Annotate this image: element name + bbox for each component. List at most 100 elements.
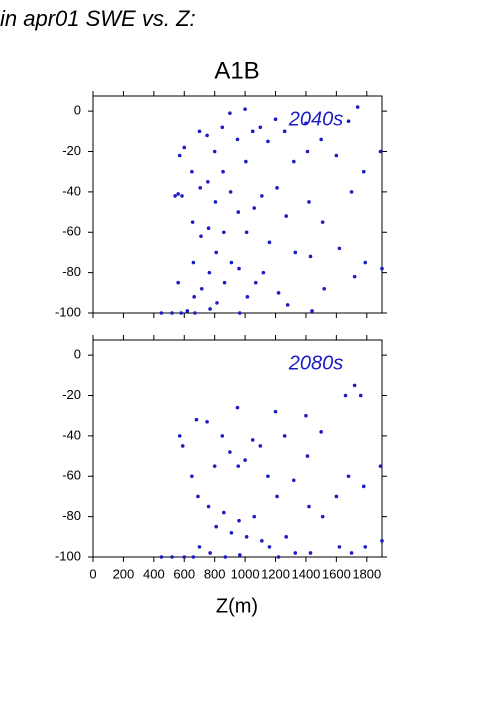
- point: [229, 530, 234, 535]
- point: [173, 194, 177, 198]
- point: [378, 464, 383, 468]
- point: [282, 129, 287, 134]
- point: [212, 464, 217, 468]
- x-tick-label: 200: [113, 566, 135, 581]
- y-tick-label: -20: [62, 387, 81, 402]
- x-tick-label: 0: [89, 566, 96, 581]
- point: [346, 119, 351, 124]
- x-tick-label: 1200: [261, 566, 290, 581]
- point: [228, 450, 232, 454]
- y-tick-label: -20: [62, 143, 81, 158]
- point: [205, 419, 209, 424]
- point: [358, 393, 363, 398]
- point: [237, 266, 241, 271]
- point: [236, 210, 241, 214]
- point: [222, 280, 227, 285]
- point: [159, 311, 164, 315]
- point: [304, 121, 308, 126]
- point: [284, 214, 288, 218]
- point: [293, 250, 298, 255]
- point: [199, 234, 203, 239]
- point: [363, 545, 368, 549]
- point: [245, 295, 250, 299]
- point: [222, 510, 226, 515]
- y-tick-label: -60: [62, 468, 81, 483]
- point: [170, 311, 174, 315]
- point: [182, 555, 187, 559]
- point: [252, 206, 257, 210]
- point: [261, 270, 266, 275]
- point: [291, 478, 296, 483]
- point: [215, 301, 219, 305]
- point: [237, 518, 241, 523]
- point: [378, 149, 383, 154]
- point: [349, 551, 354, 555]
- x-tick-label: 800: [204, 566, 226, 581]
- point: [285, 303, 290, 307]
- point: [267, 545, 272, 549]
- y-tick-label: -80: [62, 264, 81, 279]
- point: [307, 200, 311, 204]
- point: [206, 226, 211, 231]
- point: [352, 383, 357, 388]
- point: [179, 311, 184, 315]
- point: [260, 539, 264, 543]
- point: [244, 159, 248, 164]
- point: [260, 194, 264, 198]
- point: [208, 551, 212, 555]
- point: [363, 260, 368, 265]
- point: [319, 430, 323, 434]
- point: [193, 311, 197, 315]
- point: [334, 153, 339, 158]
- point: [361, 484, 366, 489]
- point: [276, 291, 281, 295]
- point: [185, 309, 190, 313]
- point: [182, 145, 187, 150]
- point: [361, 169, 366, 174]
- point: [190, 220, 195, 224]
- x-tick-label: 1800: [352, 566, 381, 581]
- point: [250, 129, 255, 134]
- point: [212, 149, 217, 154]
- point: [177, 434, 182, 438]
- x-axis-label: Z(m): [216, 595, 258, 617]
- point: [223, 555, 228, 559]
- point: [228, 111, 232, 115]
- y-tick-label: 0: [74, 103, 81, 118]
- point: [346, 474, 351, 479]
- point: [214, 250, 219, 255]
- y-tick-label: -100: [55, 304, 81, 319]
- point: [305, 149, 310, 154]
- y-tick-label: -80: [62, 508, 81, 523]
- point: [258, 444, 263, 448]
- point: [282, 434, 287, 438]
- point: [284, 535, 288, 539]
- point: [307, 504, 311, 509]
- point: [243, 458, 247, 462]
- x-tick-label: 400: [143, 566, 165, 581]
- point: [252, 514, 257, 519]
- point: [196, 494, 200, 499]
- point: [220, 125, 225, 130]
- point: [334, 494, 339, 499]
- point: [267, 240, 272, 245]
- point: [322, 286, 327, 291]
- point: [291, 159, 296, 164]
- point: [319, 137, 323, 142]
- point: [320, 514, 325, 519]
- point: [352, 274, 357, 279]
- point: [275, 494, 279, 499]
- point: [194, 417, 199, 422]
- point: [273, 117, 278, 122]
- point: [308, 551, 313, 555]
- point: [250, 438, 255, 442]
- point: [266, 474, 270, 479]
- point: [235, 137, 240, 142]
- point: [222, 230, 226, 235]
- point: [197, 545, 202, 549]
- point: [355, 105, 360, 109]
- point: [208, 307, 212, 311]
- point: [380, 266, 384, 271]
- point: [213, 200, 218, 204]
